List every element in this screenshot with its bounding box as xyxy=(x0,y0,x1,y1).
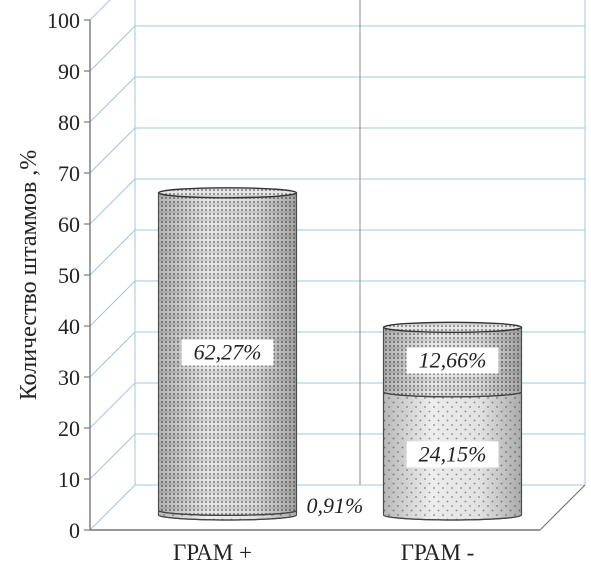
gridline-diagonal xyxy=(89,331,136,378)
y-tick-label: 40 xyxy=(58,314,80,339)
y-tick-label: 10 xyxy=(58,467,80,492)
bar-segment-rim xyxy=(382,514,523,521)
gridline-diagonal xyxy=(89,484,136,531)
bar-segment-rim xyxy=(157,510,298,516)
y-tick-label: 70 xyxy=(58,161,80,186)
gridline-diagonal xyxy=(89,433,136,480)
gridline-diagonal xyxy=(89,382,136,429)
gridline-diagonal xyxy=(89,178,136,225)
y-tick-label: 60 xyxy=(58,212,80,237)
bar-top-cap xyxy=(157,187,298,199)
bars: 0,91% 62,27% 24,15% 12,66% xyxy=(157,187,523,521)
x-category-label: ГРАМ + xyxy=(173,540,252,565)
bar-top-cap xyxy=(382,321,523,333)
bar-shading xyxy=(158,510,297,520)
y-tick-labels: 0 10 20 30 40 50 60 70 80 90 100 xyxy=(47,8,90,543)
gridline-diagonal xyxy=(89,127,136,174)
bar-segment-rim xyxy=(382,391,523,398)
data-label: 62,27% xyxy=(194,340,262,365)
y-tick-label: 50 xyxy=(58,263,80,288)
gridline-diagonal xyxy=(89,25,136,72)
y-tick-label: 80 xyxy=(58,110,80,135)
data-label: 12,66% xyxy=(419,348,487,373)
y-tick-label: 90 xyxy=(58,59,80,84)
x-category-labels: ГРАМ + ГРАМ - xyxy=(173,540,474,565)
data-label: 0,91% xyxy=(307,493,364,518)
y-tick-label: 30 xyxy=(58,365,80,390)
x-category-label: ГРАМ - xyxy=(401,540,475,565)
gridline-diagonal xyxy=(89,280,136,327)
y-tick-label: 0 xyxy=(69,518,80,543)
gridline-diagonal xyxy=(89,0,111,21)
data-label-bg xyxy=(406,441,499,468)
bar-group: 24,15% 12,66% xyxy=(382,321,523,521)
data-label: 24,15% xyxy=(419,441,487,466)
data-label-bg xyxy=(406,347,499,374)
bar-segment-rim xyxy=(157,514,298,521)
y-axis-label: Количество штаммов ,% xyxy=(16,150,42,401)
y-tick-label: 100 xyxy=(47,8,80,33)
gridline-diagonal xyxy=(89,229,136,276)
floor-right-edge xyxy=(539,484,586,531)
gridline-diagonal xyxy=(89,76,136,123)
bar-group: 0,91% 62,27% xyxy=(157,187,364,521)
y-tick-label: 20 xyxy=(58,416,80,441)
data-label-bg xyxy=(181,339,274,366)
